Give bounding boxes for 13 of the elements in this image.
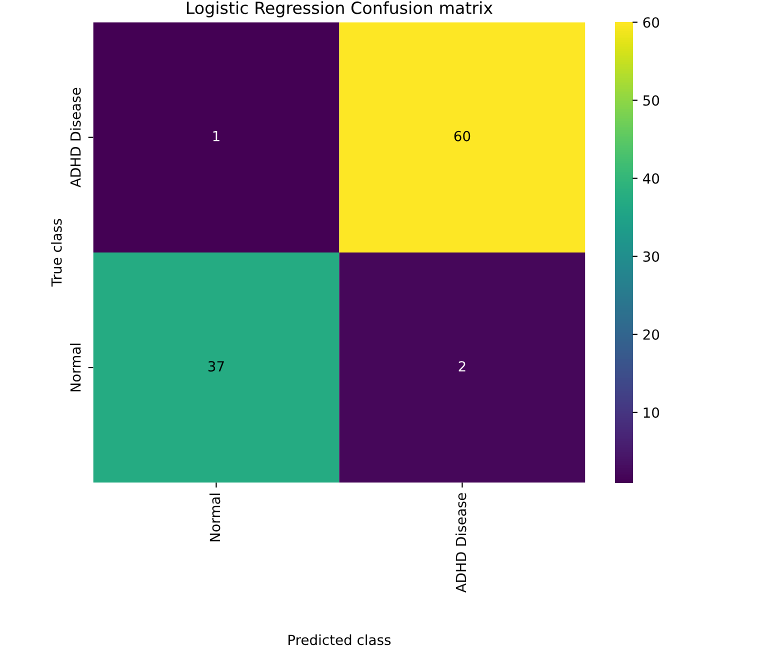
- data-label: 1: [213, 131, 220, 142]
- color-bar-label: 50: [643, 95, 660, 106]
- color-bar-label: 30: [643, 251, 660, 262]
- chart-title: Logistic Regression Confusion matrix: [187, 1, 493, 18]
- color-bar-label: 40: [642, 173, 660, 184]
- data-label: 60: [454, 130, 470, 142]
- color-bar-label: 10: [644, 407, 660, 418]
- data-label: 2: [458, 361, 466, 372]
- color-bar-label: 60: [643, 17, 660, 28]
- y-axis-title: True class: [51, 218, 62, 287]
- color-bar-label: 20: [643, 329, 660, 340]
- data-label: 37: [208, 361, 224, 372]
- x-axis-title: Predicted class: [288, 634, 391, 646]
